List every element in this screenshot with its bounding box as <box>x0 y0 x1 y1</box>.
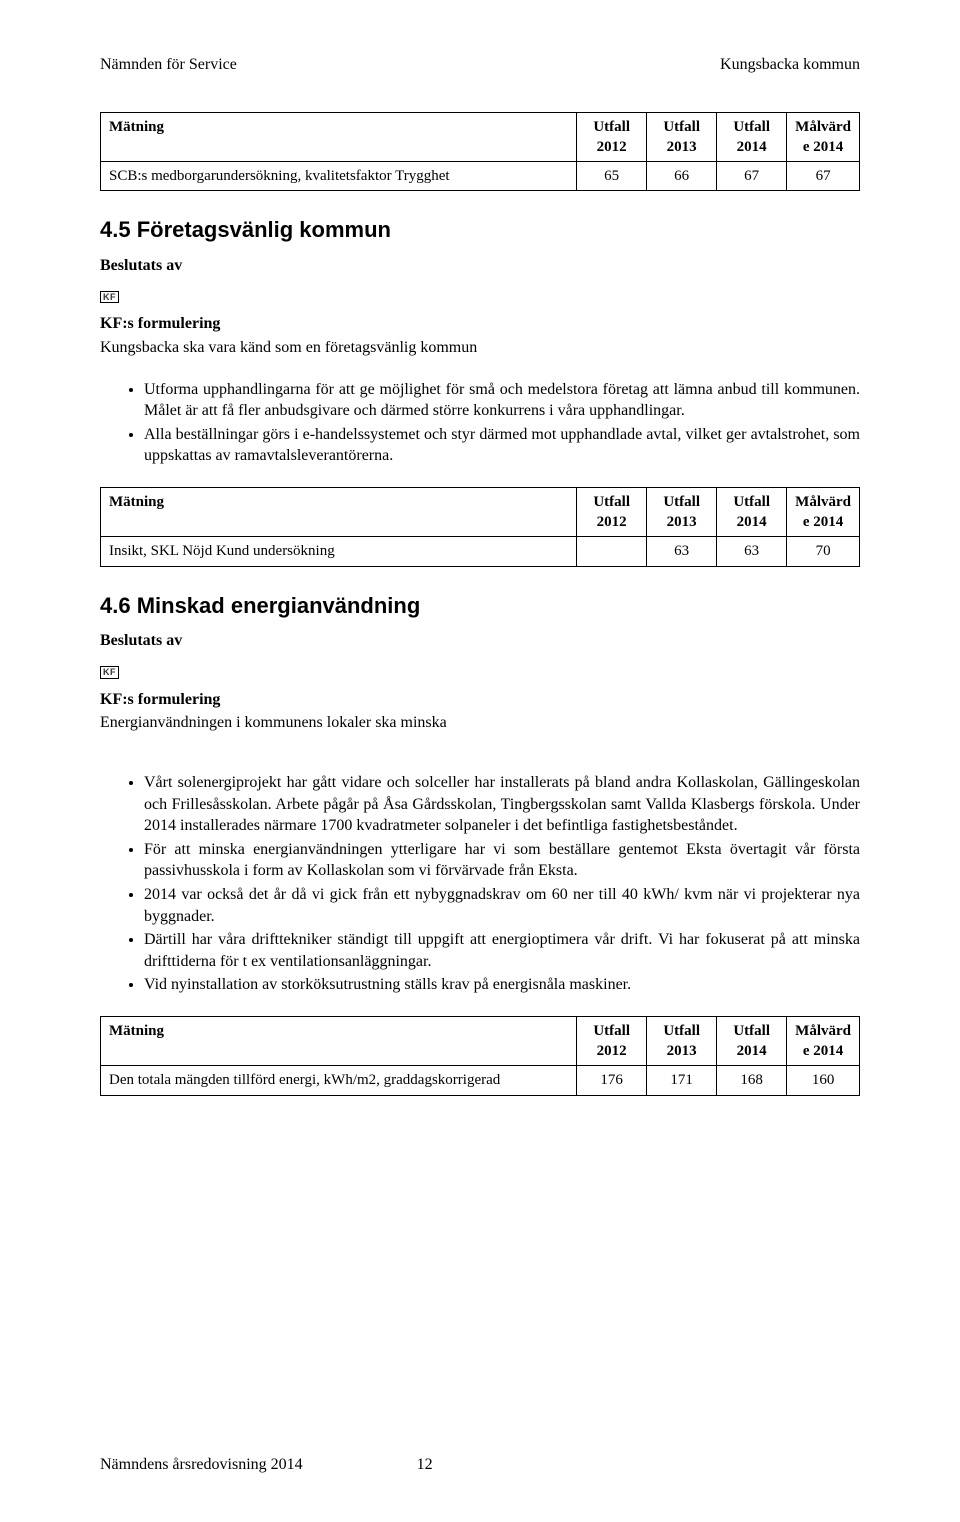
col-metric: Mätning <box>101 487 577 537</box>
page-footer: Nämndens årsredovisning 2014 12 <box>100 1454 433 1476</box>
metric-value: 63 <box>717 537 787 566</box>
metric-label: Insikt, SKL Nöjd Kund undersökning <box>101 537 577 566</box>
table-row: Den totala mängden tillförd energi, kWh/… <box>101 1066 860 1095</box>
metrics-table-1: Mätning Utfall2012 Utfall2013 Utfall2014… <box>100 112 860 192</box>
metric-label: SCB:s medborgarundersökning, kvalitetsfa… <box>101 162 577 191</box>
list-item: Därtill har våra drifttekniker ständigt … <box>144 929 860 972</box>
bullet-list-4-5: Utforma upphandlingarna för att ge möjli… <box>100 379 860 467</box>
metric-value: 160 <box>787 1066 860 1095</box>
list-item: Utforma upphandlingarna för att ge möjli… <box>144 379 860 422</box>
bullet-list-4-6: Vårt solenergiprojekt har gått vidare oc… <box>100 772 860 996</box>
section-title-4-5: 4.5 Företagsvänlig kommun <box>100 215 860 245</box>
col-metric: Mätning <box>101 112 577 162</box>
col-utfall-2013: Utfall2013 <box>647 487 717 537</box>
kf-formulering-label: KF:s formulering <box>100 689 860 711</box>
header-right: Kungsbacka kommun <box>720 54 860 76</box>
metric-value: 67 <box>717 162 787 191</box>
table-header-row: Mätning Utfall2012 Utfall2013 Utfall2014… <box>101 1016 860 1066</box>
table-header-row: Mätning Utfall2012 Utfall2013 Utfall2014… <box>101 487 860 537</box>
beslutats-label: Beslutats av <box>100 255 860 277</box>
col-utfall-2014: Utfall2014 <box>717 487 787 537</box>
kf-icon: KF <box>100 291 119 304</box>
metric-value: 66 <box>647 162 717 191</box>
list-item: Vårt solenergiprojekt har gått vidare oc… <box>144 772 860 837</box>
list-item: För att minska energianvändningen ytterl… <box>144 839 860 882</box>
metric-value: 65 <box>577 162 647 191</box>
beslutats-label: Beslutats av <box>100 630 860 652</box>
table-row: Insikt, SKL Nöjd Kund undersökning 63 63… <box>101 537 860 566</box>
section-title-4-6: 4.6 Minskad energianvändning <box>100 591 860 621</box>
table-row: SCB:s medborgarundersökning, kvalitetsfa… <box>101 162 860 191</box>
col-malvard-2014: Målvärde 2014 <box>787 1016 860 1066</box>
metric-value: 176 <box>577 1066 647 1095</box>
kf-icon: KF <box>100 666 119 679</box>
col-utfall-2012: Utfall2012 <box>577 112 647 162</box>
col-utfall-2012: Utfall2012 <box>577 1016 647 1066</box>
kf-formulering-text: Kungsbacka ska vara känd som en företags… <box>100 337 860 359</box>
kf-formulering-text: Energianvändningen i kommunens lokaler s… <box>100 712 860 734</box>
page-number: 12 <box>417 1454 433 1476</box>
col-malvard-2014: Målvärde 2014 <box>787 112 860 162</box>
metrics-table-3: Mätning Utfall2012 Utfall2013 Utfall2014… <box>100 1016 860 1096</box>
metric-value: 67 <box>787 162 860 191</box>
metric-value: 70 <box>787 537 860 566</box>
col-metric: Mätning <box>101 1016 577 1066</box>
header-left: Nämnden för Service <box>100 54 237 76</box>
col-utfall-2013: Utfall2013 <box>647 112 717 162</box>
metric-value: 171 <box>647 1066 717 1095</box>
metric-value: 168 <box>717 1066 787 1095</box>
col-utfall-2012: Utfall2012 <box>577 487 647 537</box>
metric-value: 63 <box>647 537 717 566</box>
list-item: Vid nyinstallation av storköksutrustning… <box>144 974 860 996</box>
page-header: Nämnden för Service Kungsbacka kommun <box>100 54 860 76</box>
metrics-table-2: Mätning Utfall2012 Utfall2013 Utfall2014… <box>100 487 860 567</box>
table-header-row: Mätning Utfall2012 Utfall2013 Utfall2014… <box>101 112 860 162</box>
col-utfall-2013: Utfall2013 <box>647 1016 717 1066</box>
col-utfall-2014: Utfall2014 <box>717 1016 787 1066</box>
col-utfall-2014: Utfall2014 <box>717 112 787 162</box>
metric-label: Den totala mängden tillförd energi, kWh/… <box>101 1066 577 1095</box>
metric-value <box>577 537 647 566</box>
footer-text: Nämndens årsredovisning 2014 <box>100 1456 303 1473</box>
col-malvard-2014: Målvärde 2014 <box>787 487 860 537</box>
list-item: Alla beställningar görs i e-handelssyste… <box>144 424 860 467</box>
list-item: 2014 var också det år då vi gick från et… <box>144 884 860 927</box>
kf-formulering-label: KF:s formulering <box>100 313 860 335</box>
